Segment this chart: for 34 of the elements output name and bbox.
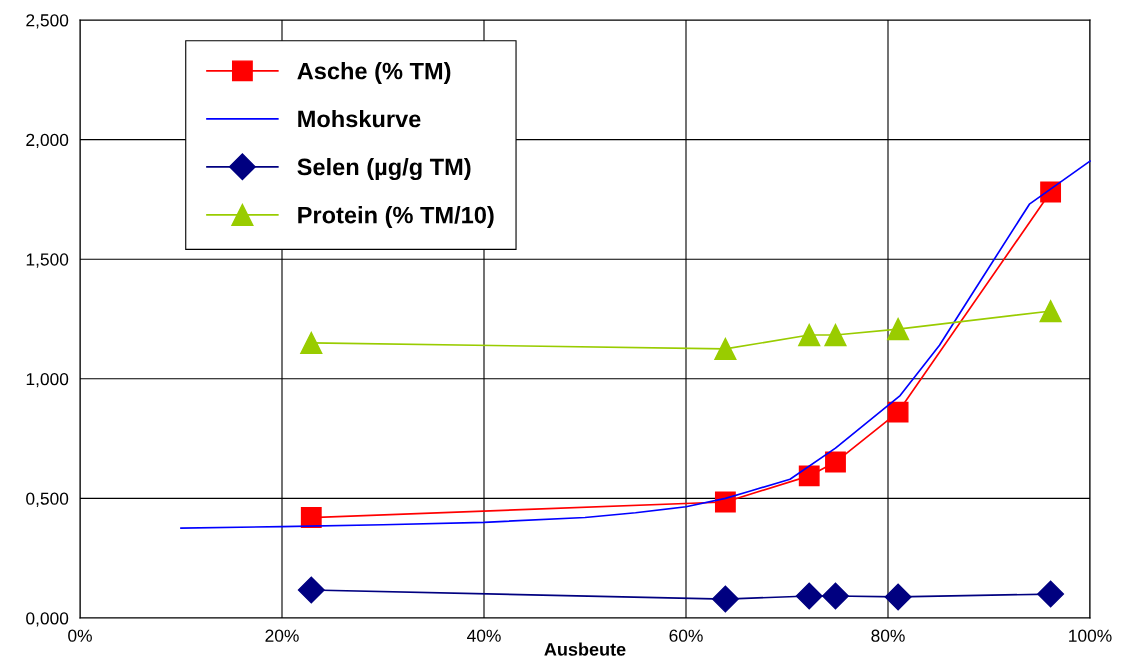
x-tick-label: 40% xyxy=(467,629,501,642)
x-tick-label: 100% xyxy=(1069,629,1112,642)
x-tick-label: 0% xyxy=(68,629,92,642)
x-tick-label: 60% xyxy=(669,629,703,642)
point xyxy=(711,585,739,613)
point xyxy=(825,451,846,473)
point xyxy=(822,582,849,610)
point xyxy=(884,583,912,611)
point xyxy=(297,576,325,604)
line-series xyxy=(180,160,1091,529)
x-tick-label: 20% xyxy=(265,629,299,642)
point xyxy=(887,401,909,423)
y-tick-label: 0,500 xyxy=(26,492,69,507)
point xyxy=(714,337,737,361)
legend-label: Mohskurve xyxy=(298,110,421,128)
y-tick-label: 2,000 xyxy=(26,133,69,149)
point xyxy=(798,465,820,487)
x-tick-label: 80% xyxy=(871,629,905,642)
point xyxy=(1037,580,1065,608)
legend-label: Asche (% TM) xyxy=(297,62,451,85)
x-axis-title: Ausbeute xyxy=(544,642,626,656)
y-tick-label: 1,000 xyxy=(26,372,69,388)
point xyxy=(824,323,847,347)
point xyxy=(795,582,823,610)
point xyxy=(886,317,910,341)
y-tick-label: 0,000 xyxy=(26,612,69,627)
legend-label: Protein (% TM/10) xyxy=(298,206,494,229)
y-tick-label: 1,500 xyxy=(26,253,69,268)
point xyxy=(798,323,821,347)
point xyxy=(1039,299,1062,323)
point xyxy=(300,331,323,355)
point xyxy=(300,507,322,528)
legend-label: Selen (µg/g TM) xyxy=(297,157,471,181)
y-tick-label: 2,500 xyxy=(26,14,69,29)
